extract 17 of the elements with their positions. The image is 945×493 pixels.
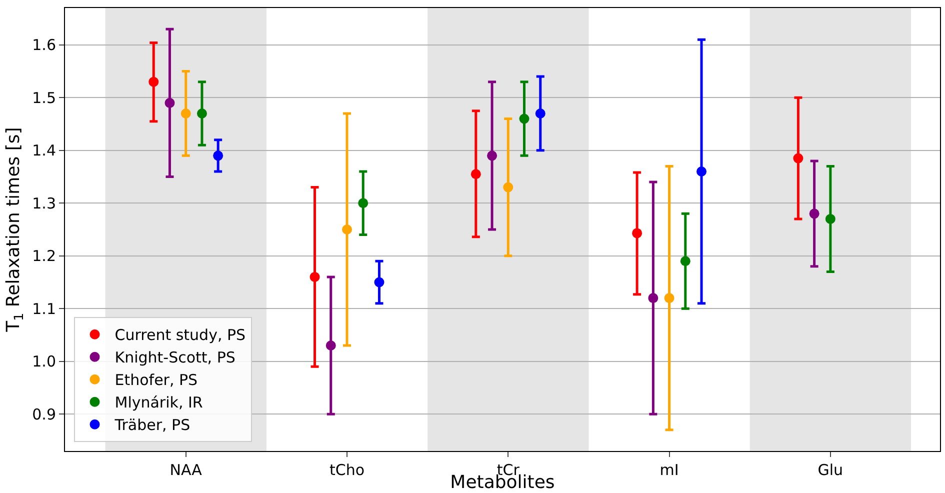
- legend-label: Ethofer, PS: [114, 371, 198, 390]
- y-tick-label: 1.4: [32, 142, 56, 160]
- legend-label: Knight-Scott, PS: [114, 348, 236, 367]
- x-tick-label: NAA: [170, 461, 203, 479]
- y-tick-label: 1.6: [32, 36, 56, 54]
- y-tick-label: 1.2: [32, 247, 56, 266]
- y-tick-label: 1.0: [32, 352, 56, 371]
- legend-label: Träber, PS: [114, 416, 190, 434]
- legend-label: Current study, PS: [114, 326, 246, 344]
- legend-label: Mlynárik, IR: [114, 394, 203, 412]
- y-tick-label: 0.9: [32, 405, 56, 424]
- y-tick-label: 1.5: [32, 88, 56, 107]
- x-tick-label: Glu: [818, 461, 844, 479]
- y-tick-label: 1.1: [32, 300, 56, 318]
- x-tick-label: tCho: [329, 461, 365, 479]
- x-tick-label: mI: [660, 461, 679, 479]
- y-tick-label: 1.3: [32, 194, 56, 212]
